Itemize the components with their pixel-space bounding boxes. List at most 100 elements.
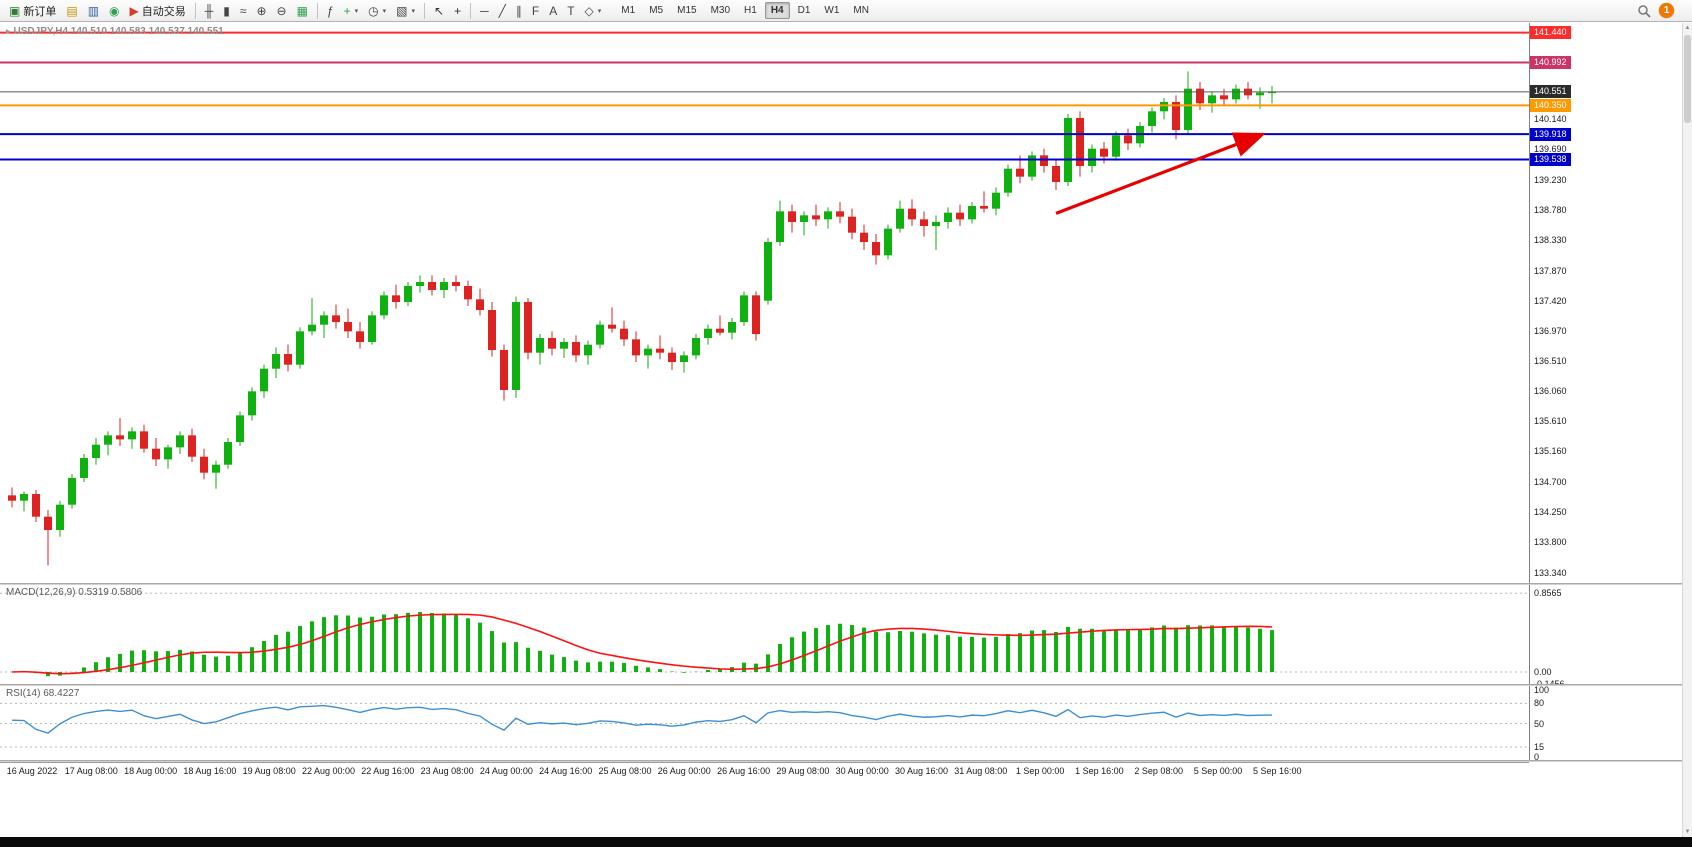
shapes-tool-button[interactable]: ◇ ▾ bbox=[580, 1, 607, 21]
candle bbox=[380, 291, 388, 320]
text-tool-button[interactable]: A bbox=[544, 1, 562, 21]
candle bbox=[884, 224, 892, 260]
macd-canvas[interactable] bbox=[0, 585, 1529, 686]
panel-divider[interactable] bbox=[0, 583, 1682, 585]
toolbar-separator bbox=[470, 2, 472, 19]
search-icon[interactable] bbox=[1637, 4, 1651, 18]
toolbar-separator bbox=[316, 2, 318, 19]
rsi-axis-label: 100 bbox=[1534, 685, 1550, 695]
indicators-icon: ƒ bbox=[326, 3, 334, 18]
candle bbox=[1172, 95, 1180, 140]
candle bbox=[752, 291, 760, 341]
candle bbox=[272, 347, 280, 379]
timeframe-h4-button[interactable]: H4 bbox=[764, 2, 790, 19]
timeframe-m5-button[interactable]: M5 bbox=[649, 5, 664, 16]
trend-arrow-annotation[interactable] bbox=[1055, 132, 1266, 215]
time-axis-label: 25 Aug 08:00 bbox=[598, 766, 652, 776]
candlestick-mode-button[interactable]: ▮ bbox=[218, 1, 235, 21]
price-chart-canvas[interactable] bbox=[0, 23, 1529, 583]
rsi-scale[interactable]: 100 80 50 15 0 bbox=[1529, 685, 1599, 762]
candle bbox=[68, 474, 76, 509]
price-axis-label: 135.610 bbox=[1534, 416, 1567, 427]
candle bbox=[104, 431, 112, 456]
scroll-up-icon[interactable]: ▲ bbox=[1684, 25, 1691, 31]
rsi-canvas[interactable] bbox=[0, 686, 1529, 762]
timeframe-h1-button[interactable]: H1 bbox=[744, 5, 757, 16]
candlestick-icon: ▮ bbox=[223, 3, 230, 18]
panel-divider[interactable] bbox=[0, 760, 1682, 762]
tile-windows-icon: ▦ bbox=[296, 3, 308, 18]
new-order-button[interactable]: ▣ 新订单 bbox=[4, 1, 61, 21]
market-watch-icon: ▤ bbox=[66, 3, 78, 18]
candle bbox=[152, 438, 160, 467]
panel-divider[interactable] bbox=[0, 684, 1682, 686]
channel-tool-button[interactable]: ∥ bbox=[511, 1, 527, 21]
timeframe-m30-button[interactable]: M30 bbox=[710, 5, 731, 16]
vertical-scrollbar[interactable]: ▲ ▼ bbox=[1682, 23, 1692, 837]
price-scale[interactable]: 140.140 139.690 139.230 138.780 138.330 137.8… bbox=[1529, 23, 1599, 583]
notification-badge[interactable]: 1 bbox=[1659, 3, 1674, 18]
line-chart-mode-button[interactable]: ≈ bbox=[235, 1, 252, 21]
label-tool-button[interactable]: T bbox=[562, 1, 579, 21]
current-price-label: 140.551 bbox=[1530, 85, 1571, 99]
price-axis-label: 134.250 bbox=[1534, 507, 1567, 518]
candle bbox=[548, 331, 556, 356]
zoom-in-button[interactable]: ⊕ bbox=[251, 1, 271, 21]
candle bbox=[896, 200, 904, 233]
time-axis-label: 18 Aug 16:00 bbox=[183, 766, 237, 776]
candle bbox=[836, 202, 844, 224]
trendline-tool-button[interactable]: ╱ bbox=[494, 1, 511, 21]
time-axis-label: 22 Aug 00:00 bbox=[301, 766, 356, 776]
scrollbar-thumb[interactable] bbox=[1684, 35, 1691, 123]
candle bbox=[1076, 111, 1084, 177]
time-axis-label: 18 Aug 00:00 bbox=[124, 766, 178, 776]
new-order-label: 新订单 bbox=[23, 5, 57, 18]
one-click-trading-icon[interactable]: ▸ bbox=[6, 26, 11, 36]
rsi-line bbox=[11, 704, 1273, 734]
timeframe-w1-button[interactable]: W1 bbox=[824, 5, 840, 16]
candle bbox=[668, 347, 676, 371]
data-window-button[interactable]: ▥ bbox=[83, 1, 104, 21]
toolbar-buttons: ▣ 新订单 ▤ ▥ ◉ ▶ 自动交易 ╫ ▮ ≈ ⊕ ⊖ ▦ ƒ + ▾ ◷ ▾ ▧ ▾ ↖ + ─ ╱ ∥ F A T ◇ ▾ bbox=[4, 0, 606, 22]
indicator-list-button[interactable]: ƒ bbox=[322, 1, 339, 21]
market-watch-button[interactable]: ▤ bbox=[61, 1, 82, 21]
navigator-button[interactable]: ◉ bbox=[104, 1, 124, 21]
candle bbox=[320, 311, 328, 339]
add-indicator-button[interactable]: + ▾ bbox=[339, 1, 364, 21]
candle bbox=[728, 318, 736, 340]
auto-trading-button[interactable]: ▶ 自动交易 bbox=[125, 1, 191, 21]
bar-chart-mode-button[interactable]: ╫ bbox=[200, 1, 219, 21]
candle bbox=[1184, 71, 1192, 135]
macd-axis-label: 0.8565 bbox=[1534, 588, 1562, 599]
chart-title: ▸ USDJPY,H4 140.510 140.583 140.537 140.… bbox=[6, 26, 224, 37]
auto-trading-play-icon: ▶ bbox=[129, 3, 139, 18]
scroll-down-icon[interactable]: ▼ bbox=[1684, 829, 1691, 835]
price-axis-label: 139.690 bbox=[1534, 144, 1567, 155]
cursor-button[interactable]: ↖ bbox=[429, 1, 449, 21]
candle bbox=[80, 454, 88, 483]
crosshair-button[interactable]: + bbox=[449, 1, 466, 21]
periods-button[interactable]: ◷ ▾ bbox=[363, 1, 391, 21]
time-axis-label: 26 Aug 16:00 bbox=[717, 766, 771, 776]
candle bbox=[764, 238, 772, 305]
zoom-out-button[interactable]: ⊖ bbox=[272, 1, 292, 21]
candle bbox=[812, 204, 820, 227]
timeframe-d1-button[interactable]: D1 bbox=[797, 5, 811, 16]
add-indicator-plus-icon: + bbox=[343, 3, 351, 18]
crosshair-icon: + bbox=[454, 3, 462, 18]
timeframe-m15-button[interactable]: M15 bbox=[677, 5, 697, 16]
candle bbox=[860, 224, 868, 251]
text-label-icon: T bbox=[567, 3, 575, 18]
time-axis[interactable]: 16 Aug 2022 17 Aug 08:00 18 Aug 00:00 18 Au… bbox=[0, 762, 1529, 779]
tile-windows-button[interactable]: ▦ bbox=[292, 1, 313, 21]
horizontal-line-tool-button[interactable]: ─ bbox=[475, 1, 494, 21]
timeframe-m1-button[interactable]: M1 bbox=[621, 5, 636, 16]
candle bbox=[1220, 88, 1228, 107]
templates-button[interactable]: ▧ ▾ bbox=[391, 1, 420, 21]
candle bbox=[92, 438, 100, 465]
cursor-arrow-icon: ↖ bbox=[434, 3, 445, 18]
timeframe-mn-button[interactable]: MN bbox=[853, 5, 869, 16]
rsi-axis-label: 50 bbox=[1534, 718, 1545, 729]
fibonacci-tool-button[interactable]: F bbox=[527, 1, 544, 21]
